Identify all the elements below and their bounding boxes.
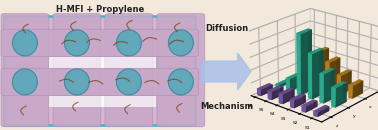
FancyArrow shape [201, 53, 251, 90]
FancyBboxPatch shape [4, 16, 195, 125]
Ellipse shape [116, 69, 141, 95]
FancyBboxPatch shape [105, 14, 153, 127]
Ellipse shape [169, 69, 193, 95]
Ellipse shape [64, 69, 90, 95]
Text: Diffusion: Diffusion [205, 24, 248, 33]
FancyBboxPatch shape [157, 14, 205, 127]
Text: H-MFI + Propylene: H-MFI + Propylene [56, 5, 144, 14]
FancyBboxPatch shape [1, 68, 198, 96]
Ellipse shape [12, 30, 37, 56]
Bar [49, 57, 104, 68]
FancyBboxPatch shape [1, 14, 49, 127]
Ellipse shape [64, 30, 90, 56]
Bar [101, 96, 156, 107]
Bar [49, 96, 104, 107]
Ellipse shape [169, 30, 193, 56]
FancyBboxPatch shape [53, 14, 101, 127]
Text: Mechanism: Mechanism [200, 102, 253, 111]
Ellipse shape [116, 30, 141, 56]
FancyBboxPatch shape [1, 29, 198, 57]
Ellipse shape [12, 69, 37, 95]
Bar [101, 57, 156, 68]
